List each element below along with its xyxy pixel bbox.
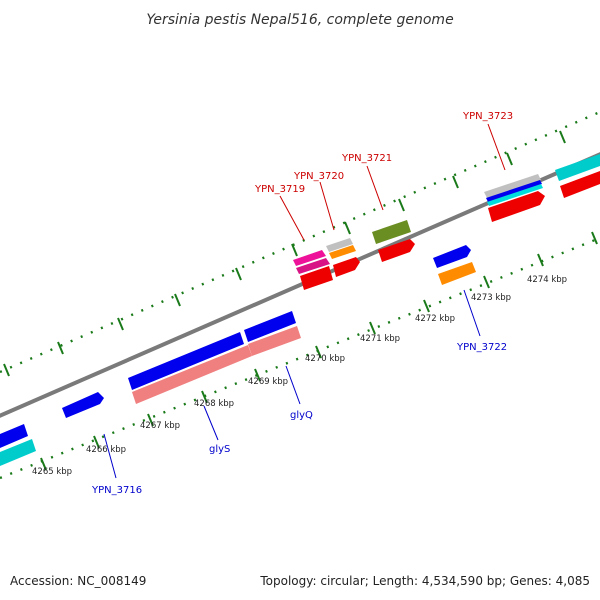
tick-mark	[235, 267, 242, 281]
feature-glys-blue[interactable]	[128, 332, 244, 390]
tick-mark	[57, 341, 64, 355]
feature-ypn-3720-arrow[interactable]	[333, 257, 360, 277]
tick-label: 4266 kbp	[86, 445, 126, 455]
tick-mark	[3, 363, 10, 377]
feature-ypn-3716[interactable]	[62, 392, 104, 418]
tick-mark	[117, 317, 124, 331]
leader-glyq	[285, 365, 301, 405]
feature-ypn-3720-silver[interactable]	[326, 238, 353, 252]
leader-ypn-3722	[463, 289, 481, 337]
leader-ypn-3720	[319, 181, 335, 231]
leader-ypn-3716	[103, 433, 117, 479]
leader-glys	[203, 405, 219, 441]
label-glys: glyS	[209, 444, 230, 455]
feature-ypn-3723-blue[interactable]	[486, 180, 542, 202]
tick-label: 4272 kbp	[415, 314, 455, 324]
feature-left-blue[interactable]	[0, 424, 28, 448]
tick-mark	[398, 198, 405, 212]
tick-mark	[483, 275, 490, 289]
outer-dotted-track	[0, 110, 600, 374]
feature-ypn-3721-arrow[interactable]	[378, 239, 415, 262]
feature-ypn-3722-blue[interactable]	[433, 245, 471, 268]
forward-strand-features	[293, 154, 600, 290]
tick-label: 4268 kbp	[194, 399, 234, 409]
feature-left-cyan[interactable]	[0, 439, 36, 466]
tick-label: 4270 kbp	[305, 354, 345, 364]
feature-ypn-3719-box-shadow	[296, 258, 330, 274]
tick-mark	[344, 221, 351, 235]
tick-label: 4265 kbp	[32, 467, 72, 477]
feature-ypn-3719-box[interactable]	[293, 250, 326, 266]
major-tick-marks	[3, 130, 598, 471]
label-ypn-3721: YPN_3721	[341, 153, 392, 164]
feature-right-cyan[interactable]	[555, 154, 600, 181]
feature-ypn-3719-arrow[interactable]	[300, 266, 333, 290]
label-leader-lines	[103, 123, 506, 479]
tick-mark	[254, 368, 261, 382]
tick-mark	[591, 231, 598, 245]
feature-ypn-3723-silver[interactable]	[484, 174, 541, 198]
tick-mark	[40, 457, 47, 471]
tick-mark	[559, 130, 566, 144]
leader-ypn-3723	[487, 123, 506, 171]
tick-mark	[506, 152, 513, 166]
map-title: Yersinia pestis Nepal516, complete genom…	[146, 12, 453, 28]
tick-label: 4271 kbp	[360, 334, 400, 344]
tick-mark	[93, 435, 100, 449]
inner-dotted-track	[0, 236, 600, 480]
tick-mark	[423, 299, 430, 313]
feature-ypn-3722-orange[interactable]	[438, 262, 476, 285]
tick-label: 4269 kbp	[248, 377, 288, 387]
tick-label: 4267 kbp	[140, 421, 180, 431]
label-ypn-3723: YPN_3723	[462, 111, 513, 122]
tick-label: 4273 kbp	[471, 293, 511, 303]
feature-ypn-3720-orange[interactable]	[329, 245, 356, 259]
feature-ypn-3721-box[interactable]	[372, 220, 411, 244]
feature-ypn-3723-cyan[interactable]	[487, 184, 543, 206]
tick-mark	[452, 175, 459, 189]
accession-text: Accession: NC_008149	[10, 574, 146, 588]
tick-mark	[315, 345, 322, 359]
feature-glyq-pink[interactable]	[248, 326, 301, 356]
genome-summary-text: Topology: circular; Length: 4,534,590 bp…	[259, 574, 590, 588]
label-ypn-3720: YPN_3720	[293, 171, 344, 182]
leader-ypn-3719	[279, 195, 305, 241]
tick-mark	[147, 413, 154, 427]
feature-glyq-blue[interactable]	[244, 311, 296, 342]
feature-glys-pink[interactable]	[132, 345, 252, 404]
tick-mark	[174, 293, 181, 307]
feature-right-red[interactable]	[560, 171, 600, 198]
tick-label: 4274 kbp	[527, 275, 567, 285]
label-ypn-3719: YPN_3719	[254, 184, 305, 195]
label-ypn-3716: YPN_3716	[91, 485, 142, 496]
label-ypn-3722: YPN_3722	[456, 342, 507, 353]
leader-ypn-3721	[366, 165, 384, 211]
label-glyq: glyQ	[290, 410, 313, 421]
reverse-strand-features	[0, 245, 476, 466]
tick-mark	[369, 321, 376, 335]
tick-mark	[201, 390, 208, 404]
feature-ypn-3723-arrow[interactable]	[488, 191, 545, 222]
tick-mark	[291, 243, 298, 257]
tick-mark	[537, 253, 544, 267]
